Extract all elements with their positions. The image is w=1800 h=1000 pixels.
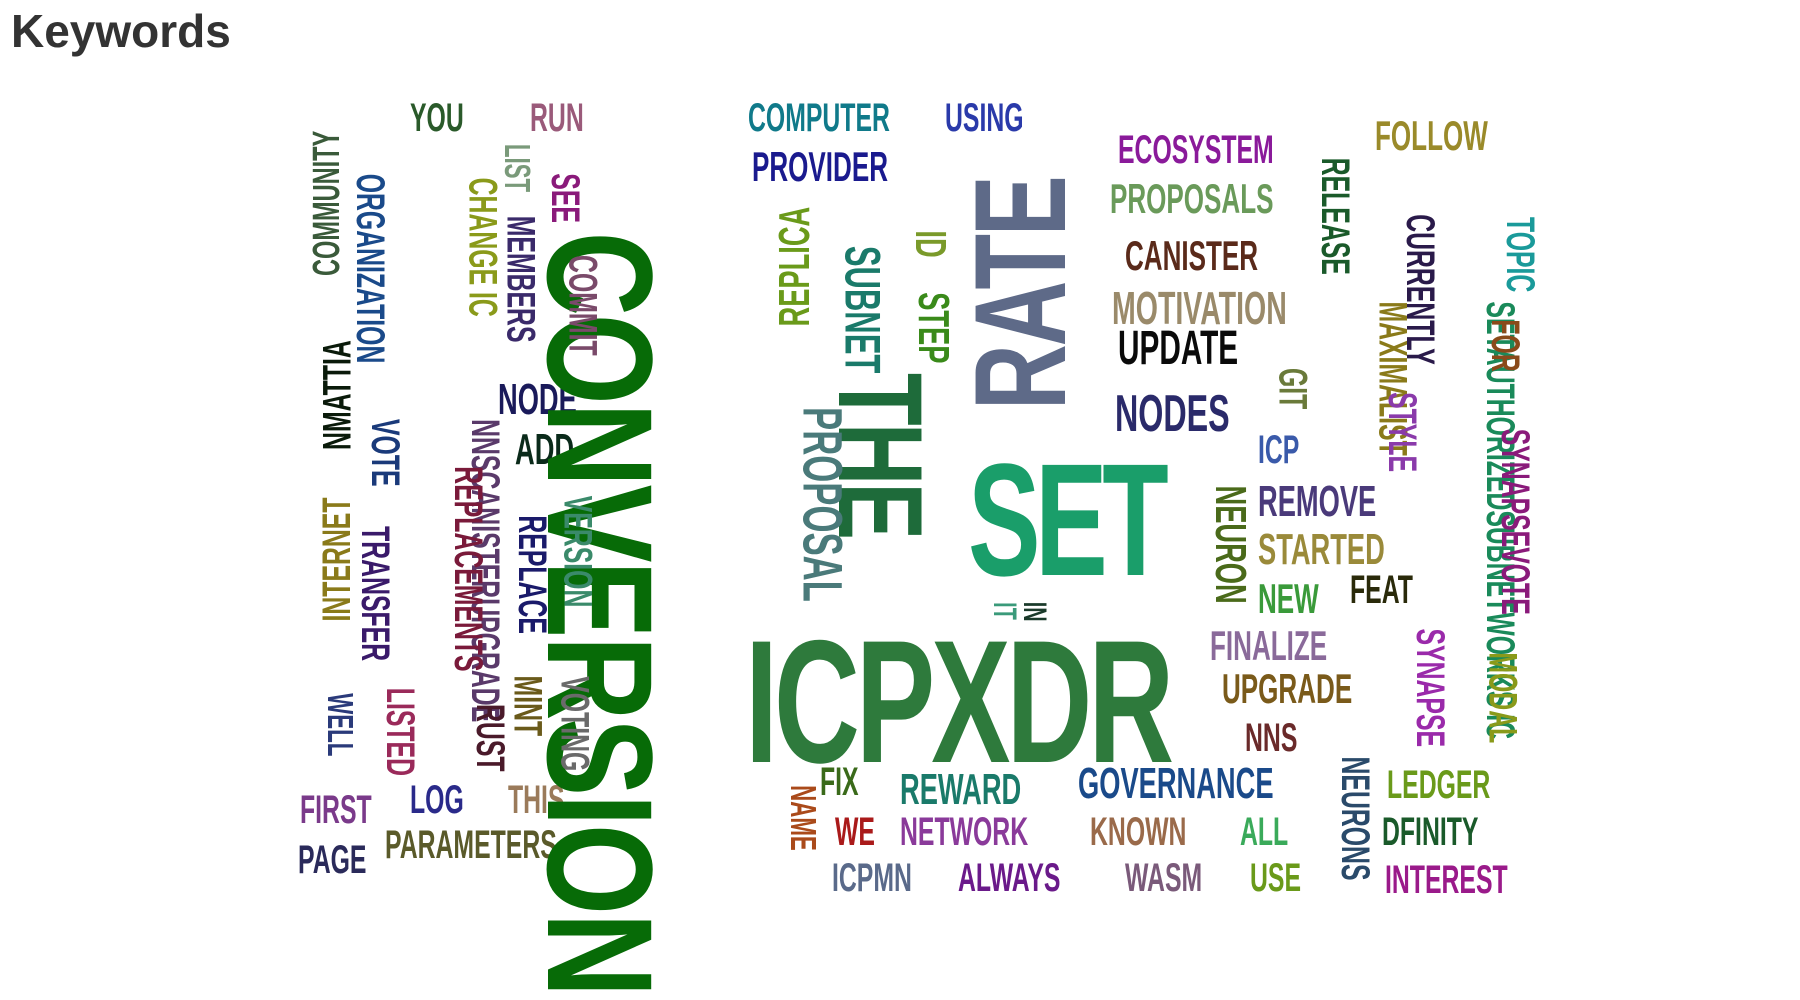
keyword: RELEASE bbox=[1313, 157, 1357, 275]
keyword: LEDGER bbox=[1387, 763, 1491, 807]
keyword: UPDATE bbox=[1118, 322, 1239, 375]
keyword: COMMUNITY bbox=[306, 130, 348, 276]
keyword: GIT bbox=[1270, 367, 1315, 410]
keyword: INTEREST bbox=[1385, 858, 1508, 902]
keyword: DFINITY bbox=[1382, 810, 1479, 854]
keyword: NEURON bbox=[1206, 485, 1255, 604]
keyword: PAGE bbox=[298, 838, 367, 882]
keyword: ALWAYS bbox=[958, 856, 1061, 900]
keyword: NEW bbox=[1258, 575, 1319, 622]
keyword: VERSION bbox=[555, 495, 600, 608]
keyword: USING bbox=[945, 96, 1024, 140]
keyword: REPLACE bbox=[510, 515, 554, 634]
keyword: ADD bbox=[515, 425, 575, 474]
keyword: UPGRADE bbox=[1222, 665, 1353, 712]
keyword: MINT bbox=[505, 675, 550, 737]
keyword: COMPUTER bbox=[748, 96, 890, 140]
keyword: COMMIT bbox=[560, 255, 605, 356]
keyword: NNS bbox=[1245, 716, 1298, 760]
keyword: FEAT bbox=[1350, 568, 1413, 612]
keyword: IN bbox=[1017, 601, 1053, 622]
keyword: WELL bbox=[320, 693, 361, 757]
keyword: ICP bbox=[1258, 428, 1300, 472]
keyword: GOVERNANCE bbox=[1078, 759, 1274, 808]
keyword: STYLE bbox=[1380, 392, 1424, 473]
keyword: RUN bbox=[530, 96, 584, 140]
keyword: REWARD bbox=[900, 765, 1022, 814]
keyword: PROPOSAL bbox=[791, 407, 855, 602]
keyword: REMOVE bbox=[1258, 477, 1377, 526]
keyword: NAME bbox=[783, 785, 824, 851]
keyword: SEE bbox=[543, 173, 587, 223]
keyword: CANISTER bbox=[1125, 232, 1259, 279]
keyword: MODAL bbox=[1480, 652, 1525, 744]
keyword: THIS bbox=[508, 778, 565, 822]
keyword: REPLACEMENTS bbox=[446, 466, 490, 672]
keyword: ICPXDR bbox=[745, 605, 1174, 800]
keyword: INTERNET bbox=[315, 497, 359, 622]
keyword: KNOWN bbox=[1090, 810, 1187, 854]
keyword: STARTED bbox=[1258, 525, 1385, 574]
keyword: NODE bbox=[498, 375, 577, 424]
keyword: FOLLOW bbox=[1375, 112, 1488, 159]
keyword: VOTING bbox=[552, 676, 597, 772]
keyword: FOR bbox=[1483, 319, 1527, 372]
keyword: ID bbox=[906, 230, 955, 258]
keyword: SYNAPSE bbox=[1408, 628, 1452, 748]
keyword: ECOSYSTEM bbox=[1118, 128, 1274, 172]
keyword: FINALIZE bbox=[1210, 622, 1328, 669]
keyword: MEMBERS bbox=[498, 215, 543, 343]
keyword: CURRENTLY bbox=[1398, 214, 1442, 365]
keyword: MOTIVATION bbox=[1112, 282, 1287, 334]
keyword: SYNAPSEVOTE bbox=[1493, 428, 1537, 615]
keyword: NETWORK bbox=[900, 810, 1029, 854]
keyword: LIST bbox=[497, 143, 538, 193]
keyword: CHANGE IC bbox=[460, 177, 505, 317]
keyword: ORGANIZATION bbox=[348, 173, 392, 364]
keyword: YOU bbox=[410, 96, 464, 140]
keyword: REPLICA bbox=[770, 206, 819, 327]
keyword: ICPMN bbox=[832, 856, 912, 900]
keyword: LISTED bbox=[378, 687, 422, 776]
keyword: RUST bbox=[468, 704, 512, 772]
keyword: ALL bbox=[1240, 810, 1289, 854]
keyword: FIX bbox=[820, 760, 859, 804]
keyword: FIRST bbox=[300, 788, 372, 832]
keyword: PROVIDER bbox=[752, 143, 889, 190]
keyword: PROPOSALS bbox=[1110, 175, 1274, 222]
keyword: VOTE bbox=[363, 419, 407, 487]
page-title: Keywords bbox=[11, 5, 231, 57]
keyword: TOPIC bbox=[1498, 217, 1542, 293]
keyword: WE bbox=[835, 810, 875, 854]
keyword: USE bbox=[1250, 856, 1301, 900]
keyword: RATE bbox=[947, 177, 1093, 410]
keyword: NODES bbox=[1115, 385, 1230, 443]
keyword: SUBNET bbox=[834, 245, 891, 374]
keyword: SET bbox=[968, 430, 1169, 609]
keyword: WASM bbox=[1125, 856, 1203, 900]
keyword: LOG bbox=[410, 778, 464, 822]
keyword: PARAMETERS bbox=[385, 823, 557, 867]
keyword: NEURONS bbox=[1333, 756, 1377, 881]
keyword: TRANSFER bbox=[353, 526, 397, 662]
keyword: NMATTIA bbox=[315, 340, 360, 450]
